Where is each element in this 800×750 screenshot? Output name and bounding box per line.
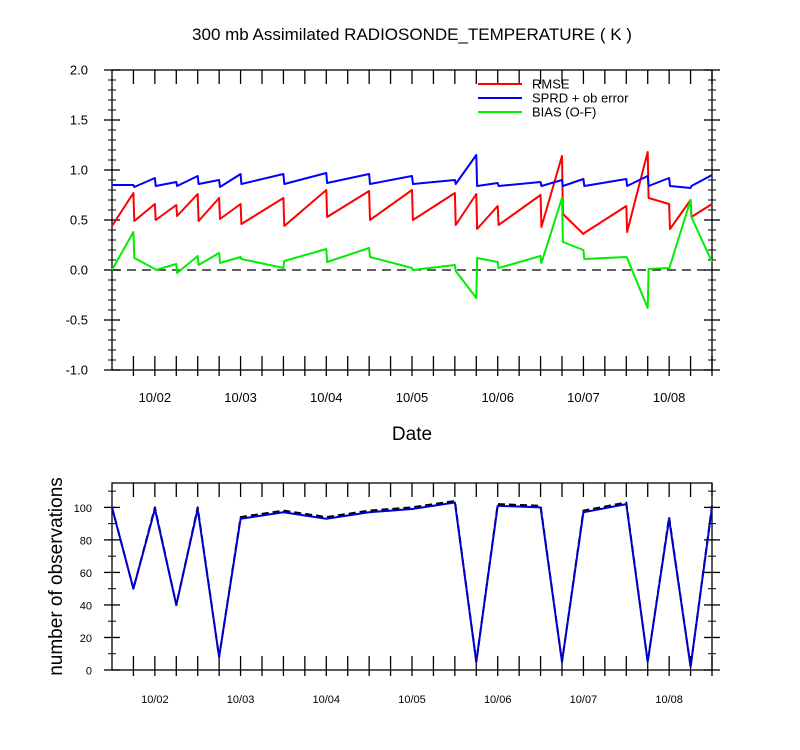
x-tick-label: 10/03 [224, 390, 257, 405]
x-tick-label: 10/02 [141, 694, 169, 706]
legend-label-1: SPRD + ob error [532, 91, 629, 106]
y-axis-label: number of observations [46, 477, 67, 676]
series-line-sprd-ob-error [112, 154, 713, 189]
y-tick-label: -1.0 [66, 363, 88, 378]
y-tick-label: 0 [86, 666, 92, 678]
x-tick-label: 10/06 [484, 694, 512, 706]
x-tick-label: 10/08 [655, 694, 683, 706]
x-tick-label: 10/02 [139, 390, 172, 405]
y-tick-label: 2.0 [70, 63, 88, 78]
y-tick-label: 0.5 [70, 213, 88, 228]
x-tick-label: 10/06 [481, 390, 514, 405]
y-tick-label: 1.0 [70, 163, 88, 178]
y-tick-label: 100 [74, 503, 92, 515]
series-line-possible [111, 499, 713, 668]
x-tick-label: 10/05 [398, 694, 426, 706]
series-line-rmse [111, 151, 713, 235]
x-tick-label: 10/05 [396, 390, 429, 405]
chart-title: 300 mb Assimilated RADIOSONDE_TEMPERATUR… [192, 25, 632, 44]
x-tick-label: 10/07 [570, 694, 598, 706]
y-tick-label: 40 [80, 600, 92, 612]
x-tick-label: 10/04 [310, 390, 343, 405]
y-tick-label: 80 [80, 535, 92, 547]
bottom-panel: 10/02 10/03 10/04 10/05 10/06 10/07 10/08 0 20 40… [46, 477, 720, 706]
y-tick-label: 1.5 [70, 113, 88, 128]
series-line-assimilated [111, 501, 713, 668]
y-tick-label: 60 [80, 568, 92, 580]
x-tick-label: 10/08 [653, 390, 686, 405]
series-line-bias-o-f- [111, 197, 713, 309]
y-tick-label: 20 [80, 633, 92, 645]
legend-label-0: RMSE [532, 77, 570, 92]
plot-frame [111, 482, 713, 671]
legend-label-2: BIAS (O-F) [532, 105, 596, 120]
y-tick-label: 0.0 [70, 263, 88, 278]
x-tick-label: 10/04 [313, 694, 341, 706]
x-tick-label: 10/07 [567, 390, 600, 405]
top-panel: 10/02 10/03 10/04 10/05 10/06 10/07 10/08 -1.0 -… [66, 25, 720, 445]
x-tick-label: 10/03 [227, 694, 255, 706]
x-axis-label: Date [392, 424, 432, 445]
y-tick-label: -0.5 [66, 313, 88, 328]
